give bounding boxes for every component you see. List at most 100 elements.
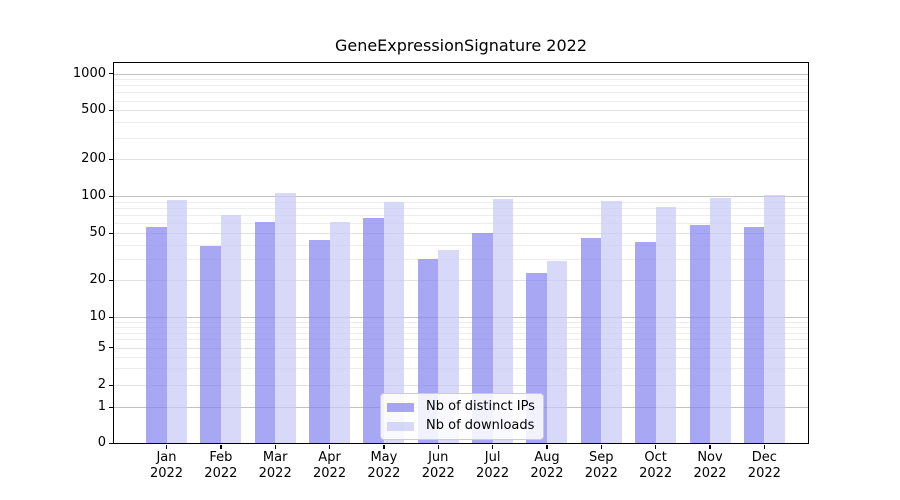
gridline-minor (114, 85, 808, 87)
bar-downloads (601, 201, 622, 443)
gridline-minor (114, 347, 808, 349)
x-tick-label: Nov 2022 (693, 450, 727, 481)
gridline-minor (114, 201, 808, 203)
y-tick-mark (109, 316, 113, 318)
y-tick-mark (109, 195, 113, 197)
y-tick-mark (109, 109, 113, 112)
gridline-minor (114, 122, 808, 124)
bar-downloads (710, 198, 731, 443)
bar-distinct-ips (689, 225, 710, 443)
y-tick-label: 2 (97, 377, 106, 392)
bar-distinct-ips (635, 242, 656, 443)
x-tick-label: Aug 2022 (530, 450, 564, 481)
y-tick-label: 500 (81, 102, 106, 118)
gridline-minor (114, 339, 808, 341)
gridline-minor (114, 385, 808, 386)
x-tick-label: Jul 2022 (476, 450, 510, 481)
x-tick-mark (546, 445, 548, 449)
gridline-minor (114, 92, 808, 94)
legend-entry-distinct-ips: Nb of distinct IPs (387, 400, 536, 414)
y-tick-mark (109, 158, 113, 161)
x-tick-mark (654, 445, 657, 449)
x-tick-label: Jan 2022 (149, 450, 184, 481)
legend-swatch-downloads (387, 421, 414, 431)
gridline-minor (114, 259, 808, 261)
gridline-minor (114, 233, 808, 234)
y-tick-label: 20 (89, 272, 106, 288)
bar-downloads (492, 199, 514, 443)
gridline-minor (114, 280, 808, 282)
y-tick-label: 50 (89, 225, 106, 240)
bar-distinct-ips (743, 226, 765, 443)
y-tick-mark (109, 73, 113, 75)
x-tick-label: Oct 2022 (639, 450, 673, 481)
y-tick-label: 200 (81, 151, 106, 167)
bar-downloads (764, 194, 785, 443)
gridline-minor (114, 326, 808, 328)
y-tick-label: 100 (81, 188, 106, 203)
x-tick-mark (328, 445, 331, 449)
gridline-minor (114, 244, 808, 246)
y-tick-mark (109, 232, 113, 234)
bar-distinct-ips (146, 226, 167, 443)
x-tick-label: Jun 2022 (421, 450, 455, 481)
gridline-minor (114, 368, 808, 370)
legend-swatch-distinct-ips (387, 402, 414, 412)
bar-distinct-ips (200, 245, 221, 443)
y-tick-mark (109, 347, 113, 349)
x-tick-mark (709, 445, 711, 449)
gridline-minor (114, 137, 808, 139)
y-tick-label: 10 (89, 309, 106, 324)
bar-distinct-ips (580, 238, 602, 443)
bar-downloads (275, 192, 296, 443)
x-tick-mark (220, 445, 222, 449)
chart-title: GeneExpressionSignature 2022 (334, 36, 588, 55)
gridline-minor (114, 223, 808, 225)
y-tick-label: 5 (97, 339, 106, 355)
x-tick-label: Feb 2022 (204, 450, 238, 481)
bar-downloads (546, 261, 568, 443)
bar-distinct-ips (254, 222, 276, 443)
gridline-major (114, 196, 808, 197)
legend-label-downloads: Nb of downloads (426, 418, 535, 433)
x-tick-label: Dec 2022 (747, 450, 781, 481)
gridline-major (114, 317, 808, 318)
x-tick-mark (437, 445, 439, 449)
x-tick-label: Mar 2022 (258, 450, 292, 481)
bar-distinct-ips (309, 239, 330, 443)
legend-label-distinct-ips: Nb of distinct IPs (426, 399, 535, 414)
x-tick-mark (165, 445, 168, 449)
x-tick-label: Apr 2022 (313, 450, 347, 481)
x-tick-mark (763, 445, 766, 449)
legend-entry-downloads: Nb of downloads (387, 419, 536, 433)
bar-downloads (383, 201, 405, 443)
gridline-major (114, 73, 808, 75)
y-tick-label: 1000 (72, 65, 106, 81)
bar-downloads (166, 200, 187, 443)
bar-distinct-ips (472, 233, 493, 443)
gridline-minor (114, 100, 808, 102)
gridline-minor (114, 215, 808, 217)
y-tick-mark (109, 442, 113, 444)
bar-distinct-ips (363, 218, 384, 443)
x-tick-label: Sep 2022 (584, 450, 618, 481)
y-tick-label: 0 (97, 435, 106, 450)
bar-downloads (329, 221, 351, 443)
y-tick-mark (109, 384, 113, 386)
bar-downloads (220, 215, 242, 443)
y-tick-mark (109, 406, 113, 408)
gridline-minor (114, 321, 808, 323)
legend: Nb of distinct IPs Nb of downloads (380, 393, 544, 440)
x-tick-mark (491, 445, 494, 449)
x-tick-mark (600, 445, 602, 449)
gridline-minor (114, 110, 808, 112)
x-tick-mark (383, 445, 385, 449)
plot-area: Nb of distinct IPs Nb of downloads (113, 62, 809, 444)
y-tick-mark (109, 279, 113, 282)
x-tick-label: May 2022 (367, 450, 401, 481)
gridline-minor (114, 332, 808, 334)
gridline-minor (114, 79, 808, 81)
gridline-minor (114, 207, 808, 209)
bar-downloads (655, 207, 677, 443)
